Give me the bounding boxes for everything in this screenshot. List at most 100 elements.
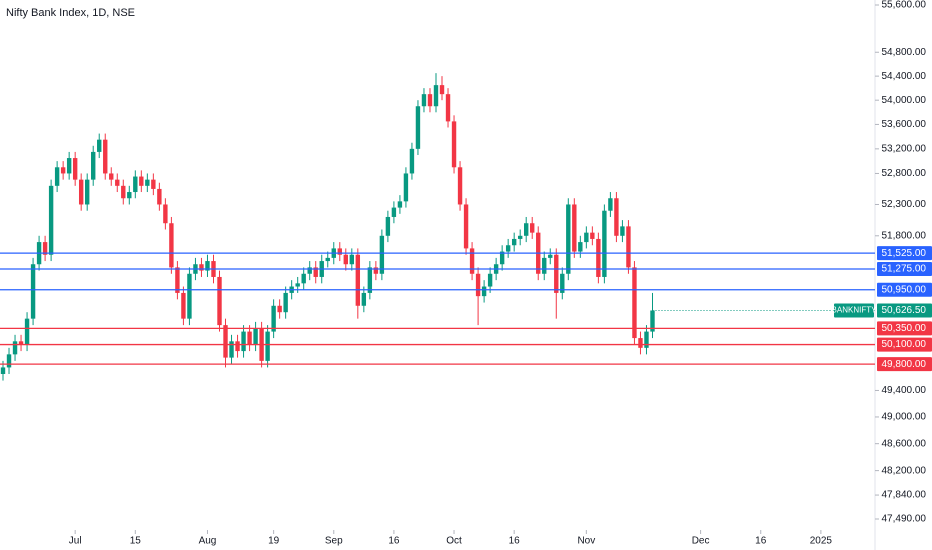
candle-body [295, 283, 300, 287]
candle-body [355, 254, 361, 306]
y-tick-label: 49,000.00 [882, 412, 927, 423]
candle-body [524, 223, 529, 236]
candle-body [451, 121, 457, 168]
y-tick-label: 54,800.00 [882, 47, 927, 58]
candle-body [505, 245, 511, 252]
candle-body [590, 232, 595, 239]
candle-body [145, 179, 150, 186]
x-tick-label: 16 [755, 536, 767, 547]
x-tick-label: Dec [692, 536, 710, 547]
candle-body [548, 254, 553, 258]
y-tick-label: 54,400.00 [882, 71, 927, 82]
y-tick-label: 54,000.00 [882, 95, 927, 106]
candle-body [463, 204, 469, 249]
candle-body [313, 267, 318, 277]
level-label: 50,350.00 [882, 323, 927, 334]
candle-body [163, 204, 168, 224]
candle-body [12, 341, 18, 355]
candle-body [433, 85, 439, 107]
y-tick-label: 49,400.00 [882, 385, 927, 396]
candle-body [109, 173, 114, 180]
candle-body [620, 226, 625, 236]
candle-body [247, 331, 252, 345]
candle-body [481, 286, 487, 297]
y-tick-label: 52,800.00 [882, 168, 927, 179]
candle-body [157, 188, 162, 205]
candle-body [205, 261, 210, 271]
candle-body [277, 305, 282, 313]
level-label: 50,950.00 [882, 284, 927, 295]
candle-body [385, 216, 391, 236]
x-tick-label: Oct [446, 536, 462, 547]
candle-body [0, 367, 6, 374]
candle-body [343, 254, 348, 265]
symbol-label: BANKNIFTY [832, 306, 878, 315]
candle-body [48, 185, 54, 255]
level-label: 51,525.00 [882, 248, 927, 259]
candle-body [271, 305, 276, 332]
candle-body [133, 176, 138, 193]
candle-body [487, 273, 493, 287]
level-label: 50,100.00 [882, 339, 927, 350]
candle-body [403, 173, 409, 202]
candle-body [439, 85, 445, 95]
candle-body [511, 238, 517, 246]
candle-body [644, 331, 649, 348]
candle-body [457, 167, 463, 205]
candle-body [121, 185, 126, 199]
candle-body [379, 235, 385, 274]
y-tick-label: 48,200.00 [882, 465, 927, 476]
candle-body [445, 94, 451, 122]
chart-title: Nifty Bank Index, 1D, NSE [6, 7, 135, 19]
x-tick-label: 16 [388, 536, 400, 547]
candle-body [608, 198, 613, 211]
level-label: 49,800.00 [882, 359, 927, 370]
candle-body [253, 328, 258, 345]
candle-body [566, 204, 571, 274]
candle-body [265, 331, 270, 361]
candle-body [30, 264, 36, 319]
candle-body [638, 338, 643, 348]
candle-body [373, 267, 379, 274]
candle-body [229, 341, 234, 358]
level-label-box [877, 246, 932, 261]
x-tick-label: 2025 [810, 536, 833, 547]
candle-body [307, 267, 312, 274]
candle-body [614, 198, 619, 236]
candle-body [554, 254, 559, 293]
candle-body [60, 167, 66, 174]
y-tick-label: 47,490.00 [882, 514, 927, 525]
candle-body [584, 232, 589, 243]
symbol-label-box [834, 303, 874, 318]
candle-body [91, 151, 96, 180]
x-tick-label: 15 [130, 536, 142, 547]
candle-body [283, 292, 288, 313]
candle-body [301, 273, 306, 284]
candle-body [415, 106, 421, 149]
candle-body [409, 148, 415, 174]
candle-body [241, 331, 246, 352]
candle-body [421, 94, 427, 107]
x-tick-label: Nov [577, 536, 595, 547]
x-tick-label: 16 [509, 536, 521, 547]
candle-body [97, 139, 102, 152]
candle-body [499, 251, 505, 265]
y-tick-label: 48,600.00 [882, 438, 927, 449]
x-tick-label: Sep [325, 536, 343, 547]
candle-body [337, 248, 342, 255]
candle-body [349, 254, 355, 265]
candle-body [397, 201, 403, 208]
y-tick-label: 51,800.00 [882, 230, 927, 241]
candle-body [517, 235, 523, 239]
y-tick-label: 53,200.00 [882, 143, 927, 154]
candle-body [475, 273, 481, 297]
candle-body [223, 325, 228, 358]
candle-body [542, 257, 547, 274]
level-label-box [877, 321, 932, 336]
candle-body [325, 257, 330, 262]
candle-body [650, 310, 655, 332]
candle-body [139, 176, 144, 186]
candle-body [530, 223, 535, 233]
candle-body [103, 139, 108, 174]
